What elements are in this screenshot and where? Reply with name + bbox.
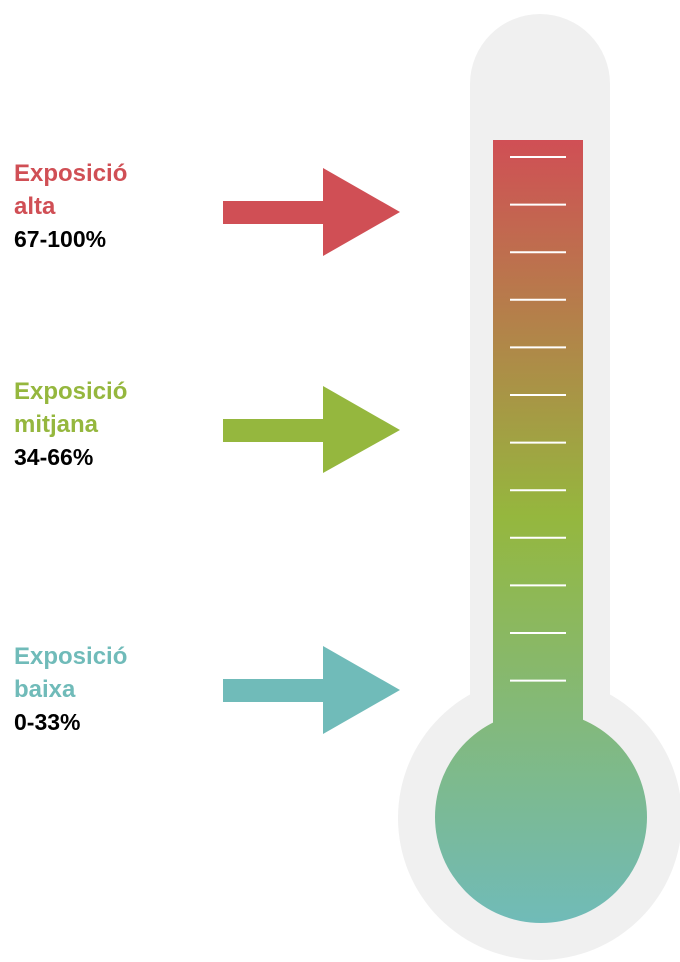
exposure-medium-label: Exposició mitjana 34-66% (14, 375, 127, 474)
exposure-medium-range: 34-66% (14, 444, 94, 470)
arrow-high-shaft (223, 201, 327, 224)
exposure-medium-title-line1: Exposició (14, 378, 128, 405)
mercury-column (493, 140, 583, 790)
thermometer-mercury (435, 140, 647, 923)
thermometer-ticks (510, 156, 566, 682)
exposure-high-label: Exposició alta 67-100% (14, 157, 127, 256)
exposure-high-title-line1: Exposició (14, 160, 128, 187)
exposure-low-title-line2: baixa (14, 676, 76, 703)
arrow-medium-shaft (223, 419, 327, 442)
exposure-high-title-line2: alta (14, 193, 56, 220)
arrow-low (223, 646, 400, 734)
arrow-low-shaft (223, 679, 327, 702)
exposure-low-label: Exposició baixa 0-33% (14, 640, 127, 739)
exposure-high-range: 67-100% (14, 226, 107, 252)
mercury-bulb (435, 711, 647, 923)
exposure-low-range: 0-33% (14, 709, 81, 735)
arrow-high-head (323, 168, 400, 256)
arrow-low-head (323, 646, 400, 734)
exposure-low-title-line1: Exposició (14, 643, 128, 670)
exposure-medium-title-line2: mitjana (14, 411, 99, 438)
arrow-medium (223, 386, 400, 473)
arrow-medium-head (323, 386, 400, 473)
arrow-high (223, 168, 400, 256)
